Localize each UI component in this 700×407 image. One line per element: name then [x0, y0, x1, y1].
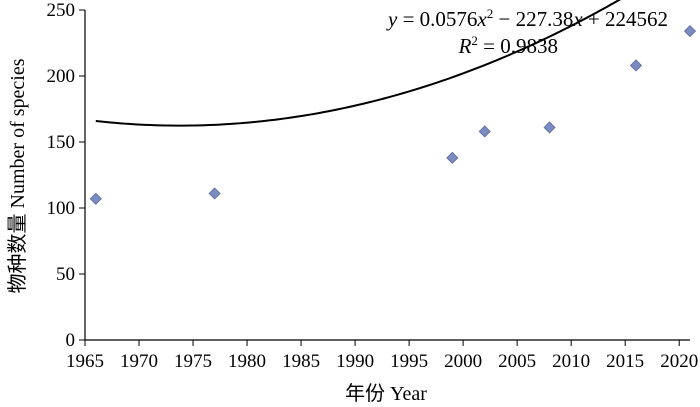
equation-y: y	[386, 7, 398, 31]
x-tick-label: 2005	[498, 351, 536, 372]
axes	[84, 10, 690, 341]
data-point	[478, 125, 491, 138]
data-point	[683, 25, 697, 38]
equation-exponent: 2	[487, 6, 494, 21]
r-squared-r: R	[458, 34, 472, 58]
r-squared-value: = 0.9838	[478, 34, 558, 58]
data-point	[208, 187, 221, 200]
ticks: 1965 1970 1975 1980 1985 1990 1995 2000 2005 2010…	[47, 0, 699, 372]
y-tick-label: 50	[56, 264, 75, 285]
data-point	[446, 151, 459, 164]
y-axis-title: 物种数量 Number of species	[6, 58, 29, 293]
trend-curve-layer	[95, 0, 622, 127]
trend-curve	[95, 0, 622, 127]
trendline-equation: y = 0.0576x2 − 227.38x + 224562	[386, 6, 668, 31]
x-tick-label: 2010	[552, 351, 590, 372]
y-tick-label: 100	[47, 198, 76, 219]
x-tick-label: 1970	[120, 351, 158, 372]
r-squared-exponent: 2	[471, 33, 478, 48]
equation-part-1: = 0.0576	[397, 7, 477, 31]
y-tick-label: 250	[47, 0, 76, 21]
data-point	[543, 121, 556, 134]
y-tick-label: 150	[47, 132, 76, 153]
x-tick-label: 1975	[174, 351, 212, 372]
x-tick-label: 2015	[606, 351, 644, 372]
x-tick-label: 2020	[660, 351, 698, 372]
x-tick-label: 1985	[282, 351, 320, 372]
y-tick-label: 0	[66, 330, 76, 351]
equation-part-3: + 224562	[583, 7, 668, 31]
equation-x-2: x	[572, 7, 583, 31]
equation-part-2: − 227.38	[493, 7, 573, 31]
data-points	[89, 25, 697, 205]
y-tick-label: 200	[47, 66, 76, 87]
x-tick-label: 2000	[444, 351, 482, 372]
x-tick-label: 1995	[390, 351, 428, 372]
x-axis-title: 年份 Year	[345, 382, 427, 405]
x-tick-label: 1980	[228, 351, 266, 372]
x-tick-label: 1965	[66, 351, 104, 372]
r-squared: R2 = 0.9838	[458, 33, 558, 58]
data-point	[629, 59, 643, 72]
x-tick-label: 1990	[336, 351, 374, 372]
data-point	[89, 192, 102, 205]
equation-x-1: x	[476, 7, 487, 31]
